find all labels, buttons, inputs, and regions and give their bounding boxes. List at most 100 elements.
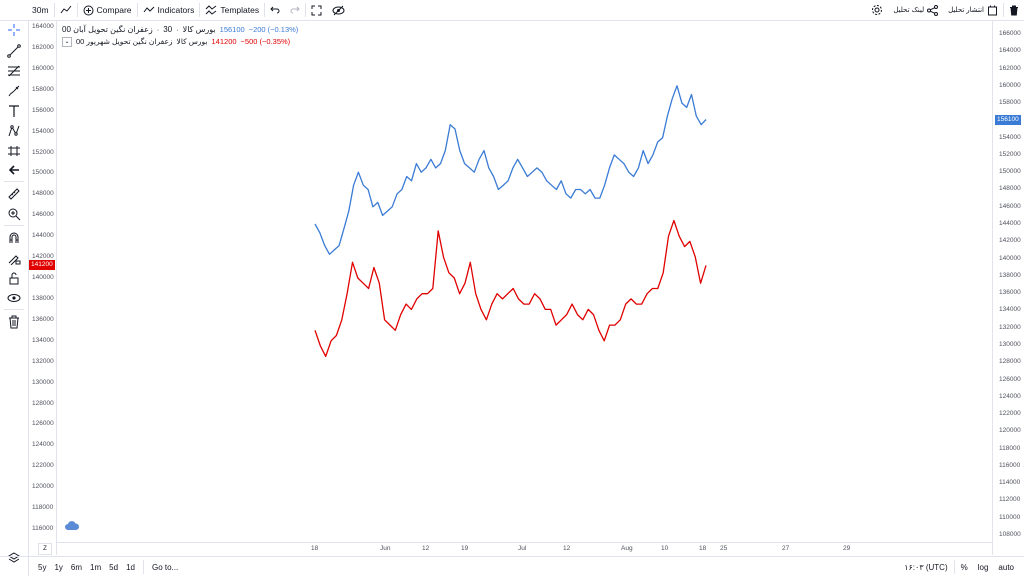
cloud-save-button[interactable]: [64, 519, 80, 531]
right-tick-label: 160000: [999, 81, 1021, 89]
collapse-legend-button[interactable]: ⌄: [62, 37, 72, 47]
bottom-bar: 5y 1y 6m 1m 5d 1d Go to... ۱۶:۰۳ (UTC) % log …: [0, 556, 1024, 577]
left-tick-label: 152000: [32, 148, 54, 156]
back-button[interactable]: [5, 161, 23, 179]
fib-tool[interactable]: [5, 62, 23, 80]
right-tick-label: 140000: [999, 254, 1021, 262]
toolbar-divider: [305, 3, 307, 17]
goto-button[interactable]: Go to...: [151, 562, 179, 572]
time-tick-label: 25: [720, 545, 728, 552]
lock-tool[interactable]: [5, 269, 23, 287]
trendline-icon: [7, 44, 21, 58]
screenshot-button[interactable]: [327, 0, 350, 20]
indicators-label: Indicators: [157, 5, 195, 15]
range-button-5d[interactable]: 5d: [109, 562, 119, 572]
share-icon: [927, 4, 939, 16]
stay-drawing-tool[interactable]: [5, 249, 23, 267]
left-tick-label: 134000: [32, 336, 54, 344]
compare-symbol[interactable]: زعفران نگین تحویل شهریور 00: [76, 37, 173, 46]
zoom-tool[interactable]: [5, 205, 23, 223]
redo-button[interactable]: [285, 0, 305, 20]
settings-button[interactable]: [866, 0, 888, 20]
time-axis[interactable]: 18 Jun 12 19 Jul 12 Aug 10 18 25 27 29: [56, 542, 992, 557]
share-link-label: لینک تحلیل: [893, 7, 925, 14]
chart-style-button[interactable]: [55, 0, 77, 20]
visibility-tool[interactable]: [5, 289, 23, 307]
right-tick-label: 144000: [999, 220, 1021, 228]
interval-button[interactable]: 30m: [0, 0, 54, 20]
time-tick-label: 19: [461, 545, 469, 552]
left-price-axis[interactable]: 164000 162000 160000 158000 156000 154000 1520…: [29, 21, 57, 555]
timezone-label[interactable]: ۱۶:۰۳ (UTC): [904, 562, 948, 572]
pattern-tool[interactable]: [5, 122, 23, 140]
prediction-tool[interactable]: [5, 142, 23, 160]
plus-circle-icon: [83, 5, 94, 15]
trash-icon: [9, 315, 19, 329]
right-tick-label: 130000: [999, 340, 1021, 348]
templates-label: Templates: [220, 5, 260, 15]
magnet-tool[interactable]: [5, 229, 23, 247]
right-tick-label: 116000: [999, 461, 1021, 469]
log-toggle[interactable]: log: [977, 562, 989, 572]
right-tick-label: 158000: [999, 99, 1021, 107]
hide-eye-icon: [332, 5, 345, 15]
percent-toggle[interactable]: %: [960, 562, 968, 572]
range-button-1m[interactable]: 1m: [90, 562, 102, 572]
right-tick-label: 114000: [999, 479, 1021, 487]
remove-drawings-tool[interactable]: [5, 313, 23, 331]
legend-dot: ·: [176, 25, 179, 34]
object-tree-button[interactable]: [5, 549, 23, 567]
undo-button[interactable]: [265, 0, 285, 20]
right-tick-label: 118000: [999, 444, 1021, 452]
redo-icon: [290, 6, 300, 14]
share-link-button[interactable]: لینک تحلیل: [888, 0, 943, 20]
range-button-6m[interactable]: 6m: [70, 562, 83, 572]
gear-icon: [872, 5, 883, 15]
indicators-icon: [143, 6, 154, 13]
main-symbol[interactable]: زعفران نگین تحویل آبان 00: [62, 25, 153, 34]
time-tick-label: 18: [311, 545, 319, 552]
line-chart-icon: [60, 5, 71, 14]
crosshair-tool[interactable]: [5, 21, 23, 39]
fullscreen-icon: [311, 5, 322, 15]
left-tick-label: 118000: [32, 504, 54, 512]
range-button-1y[interactable]: 1y: [54, 562, 63, 572]
main-series-line[interactable]: [314, 85, 707, 255]
range-button-5y[interactable]: 5y: [38, 562, 47, 572]
right-price-axis[interactable]: 1660001640001620001600001580001560001540…: [992, 21, 1024, 555]
compare-series-legend: ⌄ زعفران نگین تحویل شهریور 00 بورس کالا …: [62, 36, 298, 48]
text-icon: [9, 105, 19, 117]
compare-exchange: بورس کالا: [176, 37, 208, 46]
fullscreen-button[interactable]: [306, 0, 327, 20]
templates-button[interactable]: Templates: [200, 0, 264, 20]
delete-button[interactable]: [1004, 0, 1024, 20]
compare-button[interactable]: Compare: [78, 0, 137, 20]
eye-icon: [7, 294, 21, 302]
compare-change: −500 (−0.35%): [240, 37, 291, 46]
axis-z-label[interactable]: Z: [38, 543, 52, 555]
indicators-button[interactable]: Indicators: [138, 0, 200, 20]
legend-dot: ·: [156, 25, 160, 34]
left-tick-label: 146000: [32, 211, 54, 219]
right-tick-label: 128000: [999, 358, 1021, 366]
left-tick-label: 124000: [32, 441, 54, 449]
trendline-tool[interactable]: [5, 42, 23, 60]
auto-toggle[interactable]: auto: [998, 562, 1014, 572]
toolbar-divider: [136, 3, 138, 17]
right-tick-label: 108000: [999, 531, 1021, 538]
undo-icon: [270, 6, 280, 14]
chart-legend: زعفران نگین تحویل آبان 00 · 30 · بورس کا…: [62, 24, 298, 48]
unlock-icon: [9, 272, 19, 285]
publish-button[interactable]: انتشار تحلیل: [943, 0, 1003, 20]
measure-tool[interactable]: [5, 185, 23, 203]
range-buttons: 5y 1y 6m 1m 5d 1d: [0, 563, 139, 572]
range-button-1d[interactable]: 1d: [126, 562, 135, 572]
compare-label: Compare: [96, 5, 132, 15]
toolbar-divider: [53, 3, 55, 17]
right-tick-label: 112000: [999, 496, 1021, 504]
compare-series-line[interactable]: [314, 219, 707, 358]
text-tool[interactable]: [5, 102, 23, 120]
toolbar-divider: [199, 3, 201, 17]
brush-tool[interactable]: [5, 82, 23, 100]
